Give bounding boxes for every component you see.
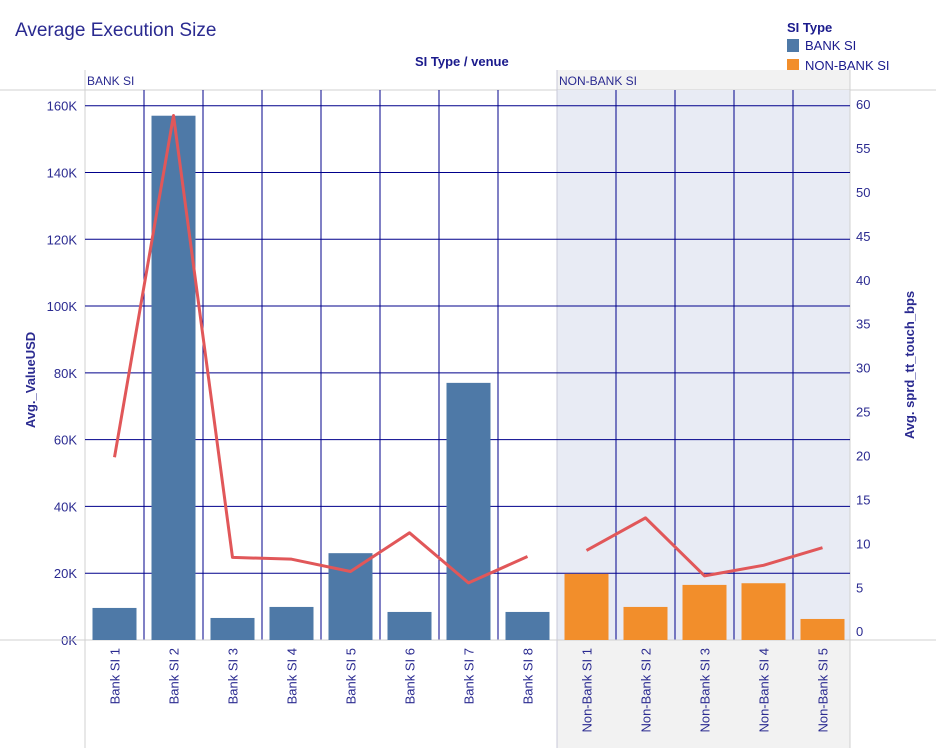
bar	[92, 607, 137, 640]
legend-item-bank[interactable]: BANK SI	[787, 38, 856, 53]
y2-tick-label: 35	[856, 317, 870, 332]
x-tick-label: Non-Bank SI 5	[816, 648, 831, 733]
pane-header-bank: BANK SI	[87, 74, 134, 88]
line-series-0	[113, 113, 529, 585]
chart-title: Average Execution Size	[15, 20, 217, 41]
bar	[741, 583, 786, 640]
x-tick-label: Bank SI 2	[167, 648, 182, 704]
legend-label: NON-BANK SI	[805, 58, 890, 73]
y2-tick-label: 45	[856, 229, 870, 244]
x-tick-label: Bank SI 4	[285, 648, 300, 704]
x-tick-label: Bank SI 8	[521, 648, 536, 704]
bar	[564, 573, 609, 640]
y2-tick-label: 60	[856, 97, 870, 112]
x-tick-label: Non-Bank SI 1	[580, 648, 595, 733]
nonbank-label-bg	[557, 640, 850, 748]
bar	[328, 553, 373, 640]
y2-tick-label: 5	[856, 580, 863, 595]
y2-tick-label: 40	[856, 273, 870, 288]
y-tick-label: 120K	[47, 232, 78, 247]
pane-header-nonbank: NON-BANK SI	[559, 74, 637, 88]
y2-tick-label: 25	[856, 405, 870, 420]
y-tick-label: 60K	[54, 433, 77, 448]
bar	[682, 584, 727, 640]
bar	[387, 611, 432, 640]
x-tick-label: Non-Bank SI 3	[698, 648, 713, 733]
y2-tick-label: 0	[856, 624, 863, 639]
y-tick-label: 160K	[47, 99, 78, 114]
y-tick-label: 80K	[54, 366, 77, 381]
x-tick-label: Bank SI 1	[108, 648, 123, 704]
x-tick-label: Bank SI 7	[462, 648, 477, 704]
bar	[623, 606, 668, 640]
x-tick-label: Non-Bank SI 4	[757, 648, 772, 733]
x-tick-label: Non-Bank SI 2	[639, 648, 654, 733]
y2-tick-label: 30	[856, 361, 870, 376]
line-series-1	[585, 516, 823, 578]
y2-tick-label: 55	[856, 141, 870, 156]
y2-tick-label: 50	[856, 185, 870, 200]
x-tick-label: Bank SI 6	[403, 648, 418, 704]
y-tick-label: 140K	[47, 165, 78, 180]
header-band-nonbank	[557, 70, 850, 90]
x-tick-label: Bank SI 3	[226, 648, 241, 704]
x-tick-label: Bank SI 5	[344, 648, 359, 704]
y-tick-label: 100K	[47, 299, 78, 314]
bar	[800, 618, 845, 640]
legend-swatch	[787, 59, 799, 72]
y-axis-label: Avg._ValueUSD	[23, 332, 38, 428]
y2-tick-label: 10	[856, 536, 870, 551]
y2-tick-label: 20	[856, 448, 870, 463]
legend-swatch	[787, 39, 799, 52]
bar	[446, 382, 491, 640]
y-tick-label: 40K	[54, 499, 77, 514]
column-header: SI Type / venue	[415, 54, 509, 69]
y-tick-label: 20K	[54, 566, 77, 581]
legend-item-nonbank[interactable]: NON-BANK SI	[787, 58, 890, 73]
bar	[151, 115, 196, 640]
legend-title: SI Type	[787, 20, 833, 35]
bar	[210, 617, 255, 640]
nonbank-pane-bg	[557, 90, 850, 640]
bar	[505, 611, 550, 640]
legend-label: BANK SI	[805, 38, 857, 53]
y2-axis-label: Avg. sprd_tt_touch_bps	[902, 291, 917, 439]
bar	[269, 606, 314, 640]
y2-tick-label: 15	[856, 492, 870, 507]
